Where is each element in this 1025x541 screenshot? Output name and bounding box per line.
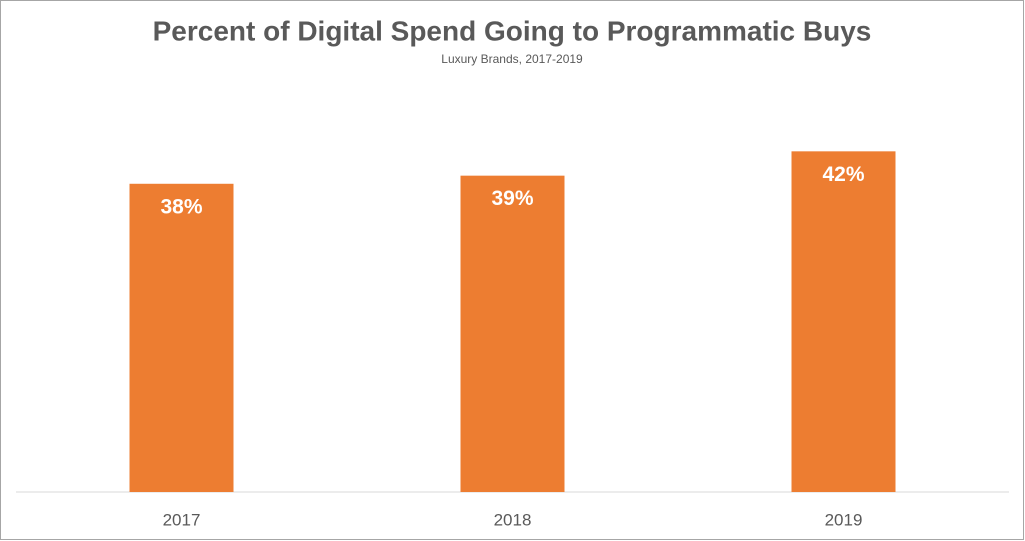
bar [460, 175, 565, 492]
data-label: 38% [160, 195, 202, 218]
x-tick-label: 2018 [494, 510, 532, 529]
bar [129, 183, 234, 492]
data-label: 39% [491, 187, 533, 210]
chart-subtitle: Luxury Brands, 2017-2019 [441, 52, 583, 66]
bar [791, 151, 896, 493]
data-label: 42% [822, 163, 864, 186]
x-tick-label: 2017 [163, 510, 201, 529]
chart-title: Percent of Digital Spend Going to Progra… [153, 15, 872, 46]
x-tick-label: 2019 [825, 510, 863, 529]
